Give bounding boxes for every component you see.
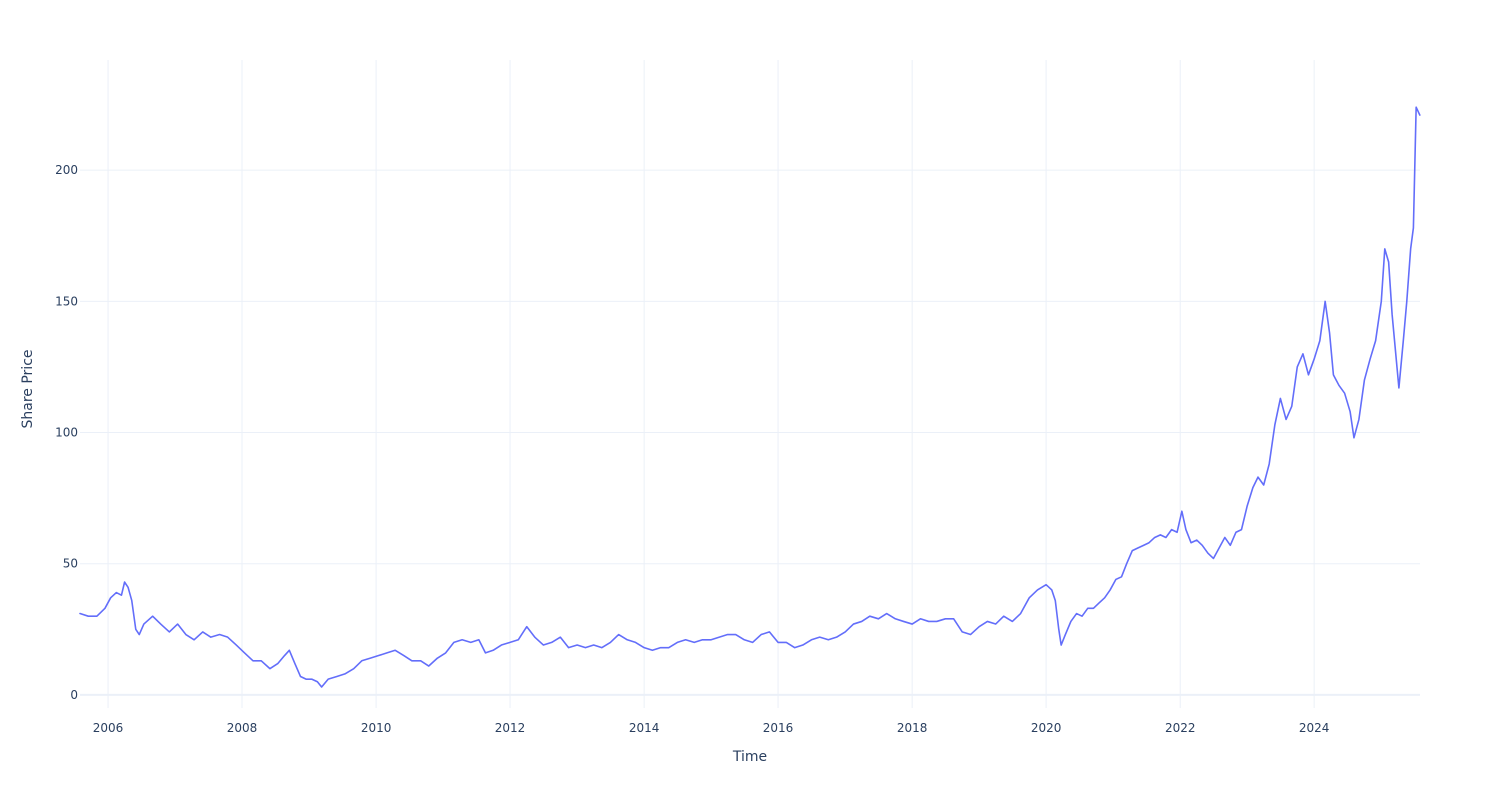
x-tick-label: 2022 — [1165, 721, 1196, 735]
y-axis-ticks: 0 50 100 150 200 — [55, 163, 78, 702]
y-tick-label: 0 — [70, 688, 78, 702]
y-tick-label: 100 — [55, 426, 78, 440]
x-tick-label: 2016 — [763, 721, 794, 735]
x-tick-label: 2006 — [93, 721, 124, 735]
series-layer — [79, 106, 1421, 688]
grid-lines — [80, 60, 1420, 708]
x-tick-label: 2008 — [227, 721, 258, 735]
x-tick-label: 2024 — [1299, 721, 1330, 735]
plot-area — [79, 60, 1421, 708]
x-tick-label: 2014 — [629, 721, 660, 735]
x-axis-title: Time — [732, 749, 767, 765]
y-tick-label: 200 — [55, 163, 78, 177]
x-axis-ticks: 2006 2008 2010 2012 2014 2016 2018 2020 2022 2024 — [93, 721, 1330, 735]
x-tick-label: 2020 — [1031, 721, 1062, 735]
x-tick-label: 2012 — [495, 721, 526, 735]
x-tick-label: 2010 — [361, 721, 392, 735]
y-axis-title: Share Price — [20, 349, 36, 428]
y-tick-label: 50 — [63, 557, 78, 571]
series-line-0 — [79, 106, 1421, 688]
y-tick-label: 150 — [55, 294, 78, 308]
x-tick-label: 2018 — [897, 721, 928, 735]
